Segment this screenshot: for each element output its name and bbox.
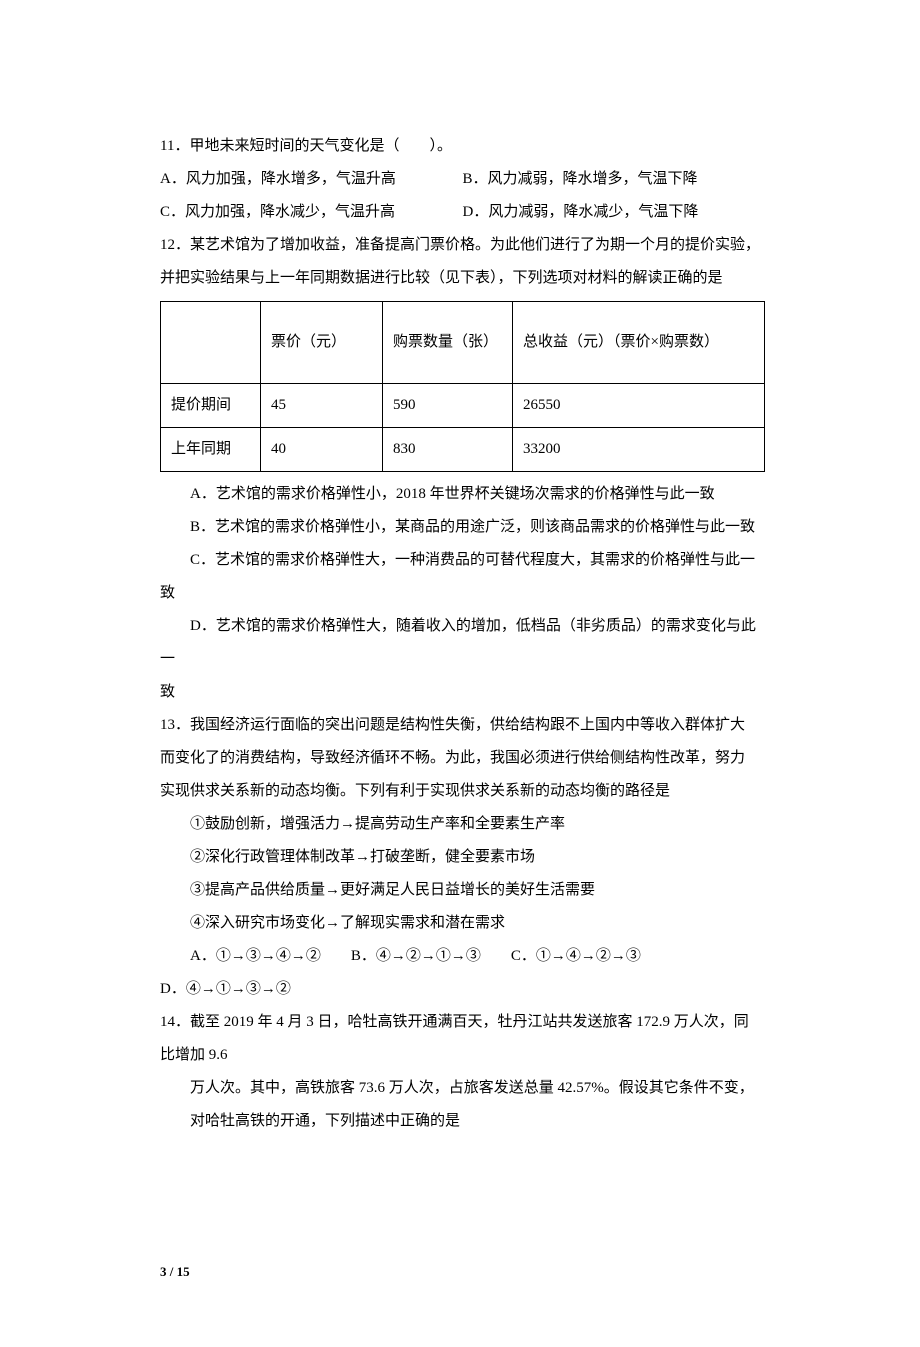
question-13: 13．我国经济运行面临的突出问题是结构性失衡，供给结构跟不上国内中等收入群体扩大… (160, 709, 765, 1006)
q12-choice-d-tail: 致 (160, 676, 765, 709)
table-row: 提价期间 45 590 26550 (161, 384, 765, 428)
q12-table: 票价（元） 购票数量（张） 总收益（元）（票价×购票数） 提价期间 45 590… (160, 301, 765, 472)
q11-choice-c: C．风力加强，降水减少，气温升高 (160, 196, 463, 229)
header-price: 票价（元） (261, 302, 383, 384)
table-header-row: 票价（元） 购票数量（张） 总收益（元）（票价×购票数） (161, 302, 765, 384)
q14-stem-line2: 比增加 9.6 (160, 1039, 765, 1072)
q11-row2: C．风力加强，降水减少，气温升高 D．风力减弱，降水减少，气温下降 (160, 196, 765, 229)
q12-choice-b: B．艺术馆的需求价格弹性小，某商品的用途广泛，则该商品需求的价格弹性与此一致 (160, 511, 765, 544)
row2-price: 40 (261, 428, 383, 472)
q11-row1: A．风力加强，降水增多，气温升高 B．风力减弱，降水增多，气温下降 (160, 163, 765, 196)
q12-choice-a: A．艺术馆的需求价格弹性小，2018 年世界杯关键场次需求的价格弹性与此一致 (160, 478, 765, 511)
q13-item1: ①鼓励创新，增强活力→提高劳动生产率和全要素生产率 (160, 808, 765, 841)
question-12: 12．某艺术馆为了增加收益，准备提高门票价格。为此他们进行了为期一个月的提价实验… (160, 229, 765, 709)
q12-choice-c: C．艺术馆的需求价格弹性大，一种消费品的可替代程度大，其需求的价格弹性与此一致 (160, 544, 765, 610)
q14-stem-line3: 万人次。其中，高铁旅客 73.6 万人次，占旅客发送总量 42.57%。假设其它… (160, 1072, 765, 1105)
q13-choice-d: D．④→①→③→② (160, 973, 765, 1006)
q13-item2: ②深化行政管理体制改革→打破垄断，健全要素市场 (160, 841, 765, 874)
row1-price: 45 (261, 384, 383, 428)
header-empty (161, 302, 261, 384)
q14-stem-line1: 14．截至 2019 年 4 月 3 日，哈牡高铁开通满百天，牡丹江站共发送旅客… (160, 1006, 765, 1039)
q13-item3: ③提高产品供给质量→更好满足人民日益增长的美好生活需要 (160, 874, 765, 907)
question-11: 11．甲地未来短时间的天气变化是（ ）。 A．风力加强，降水增多，气温升高 B．… (160, 130, 765, 229)
q11-choice-a: A．风力加强，降水增多，气温升高 (160, 163, 463, 196)
row2-total: 33200 (513, 428, 765, 472)
question-14: 14．截至 2019 年 4 月 3 日，哈牡高铁开通满百天，牡丹江站共发送旅客… (160, 1006, 765, 1138)
q12-stem-line2: 并把实验结果与上一年同期数据进行比较（见下表），下列选项对材料的解读正确的是 (160, 262, 765, 295)
row1-qty: 590 (383, 384, 513, 428)
row2-label: 上年同期 (161, 428, 261, 472)
q11-choice-b: B．风力减弱，降水增多，气温下降 (463, 163, 766, 196)
q13-stem-line1: 13．我国经济运行面临的突出问题是结构性失衡，供给结构跟不上国内中等收入群体扩大 (160, 709, 765, 742)
header-total: 总收益（元）（票价×购票数） (513, 302, 765, 384)
q12-choice-d: D．艺术馆的需求价格弹性大，随着收入的增加，低档品（非劣质品）的需求变化与此一 (160, 610, 765, 676)
row1-label: 提价期间 (161, 384, 261, 428)
header-qty: 购票数量（张） (383, 302, 513, 384)
page-footer: 3 / 15 (160, 1258, 765, 1287)
row1-total: 26550 (513, 384, 765, 428)
q11-choice-d: D．风力减弱，降水减少，气温下降 (463, 196, 766, 229)
q12-stem-line1: 12．某艺术馆为了增加收益，准备提高门票价格。为此他们进行了为期一个月的提价实验… (160, 229, 765, 262)
q11-stem: 11．甲地未来短时间的天气变化是（ ）。 (160, 130, 765, 163)
q13-stem-line3: 实现供求关系新的动态均衡。下列有利于实现供求关系新的动态均衡的路径是 (160, 775, 765, 808)
q13-stem-line2: 而变化了的消费结构，导致经济循环不畅。为此，我国必须进行供给侧结构性改革，努力 (160, 742, 765, 775)
q14-stem-line4: 对哈牡高铁的开通，下列描述中正确的是 (160, 1105, 765, 1138)
table-row: 上年同期 40 830 33200 (161, 428, 765, 472)
q13-item4: ④深入研究市场变化→了解现实需求和潜在需求 (160, 907, 765, 940)
row2-qty: 830 (383, 428, 513, 472)
q13-choice-row: A．①→③→④→② B．④→②→①→③ C．①→④→②→③ (160, 940, 765, 973)
